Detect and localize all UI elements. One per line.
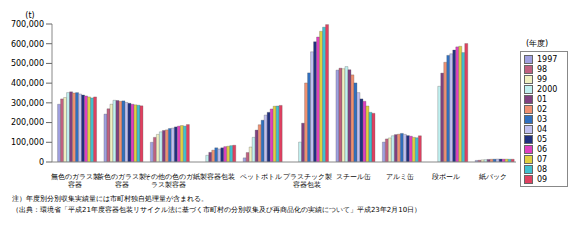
svg-text:100,000: 100,000 [11,138,44,147]
svg-text:(t): (t) [25,11,34,20]
html-text:05: 05 [537,134,548,144]
svg-text:スチール缶: スチール缶 [336,173,371,181]
svg-text:ペットボトル: ペットボトル [240,173,282,181]
svg-text:200,000: 200,000 [11,118,44,127]
svg-text:茶色のガラス製容器: 茶色のガラス製容器 [97,173,146,189]
html-text:01: 01 [537,94,548,104]
svg-text:段ボール: 段ボール [432,173,460,181]
html-text:注）年度別分別収集実績量には市町村独自処理量が含まれる。: 注）年度別分別収集実績量には市町村独自処理量が含まれる。 [12,195,208,203]
html-text:（出典：環境省「平成21年度容器包装リサイクル法に基づく市町: （出典：環境省「平成21年度容器包装リサイクル法に基づく市町村の分別収集及び再商… [12,206,422,214]
html-text:98: 98 [537,64,548,74]
svg-text:0: 0 [39,158,44,167]
svg-text:その他の色のガラス製容器: その他の色のガラス製容器 [144,173,194,189]
svg-text:500,000: 500,000 [11,59,44,68]
svg-text:600,000: 600,000 [11,40,44,49]
svg-text:300,000: 300,000 [11,99,44,108]
html-text:03: 03 [537,114,548,124]
html-text:08: 08 [537,164,548,174]
html-text:06: 06 [537,144,548,154]
html-text:02: 02 [537,104,548,114]
html-text:1997: 1997 [537,54,558,64]
html-text:04: 04 [537,124,548,134]
html-text:07: 07 [537,154,548,164]
svg-text:紙パック: 紙パック [479,173,507,181]
svg-text:700,000: 700,000 [11,20,44,29]
svg-text:紙製容器包装: 紙製容器包装 [193,173,235,181]
html-text:2000: 2000 [537,84,558,94]
html-text:99: 99 [537,74,548,84]
svg-text:無色のガラス製容器: 無色のガラス製容器 [51,173,100,189]
html-text:09: 09 [537,174,548,184]
svg-text:プラスチック製容器包装: プラスチック製容器包装 [283,173,332,189]
svg-text:アルミ缶: アルミ缶 [386,173,414,181]
svg-text:400,000: 400,000 [11,79,44,88]
html-text:(年度): (年度) [526,39,549,48]
